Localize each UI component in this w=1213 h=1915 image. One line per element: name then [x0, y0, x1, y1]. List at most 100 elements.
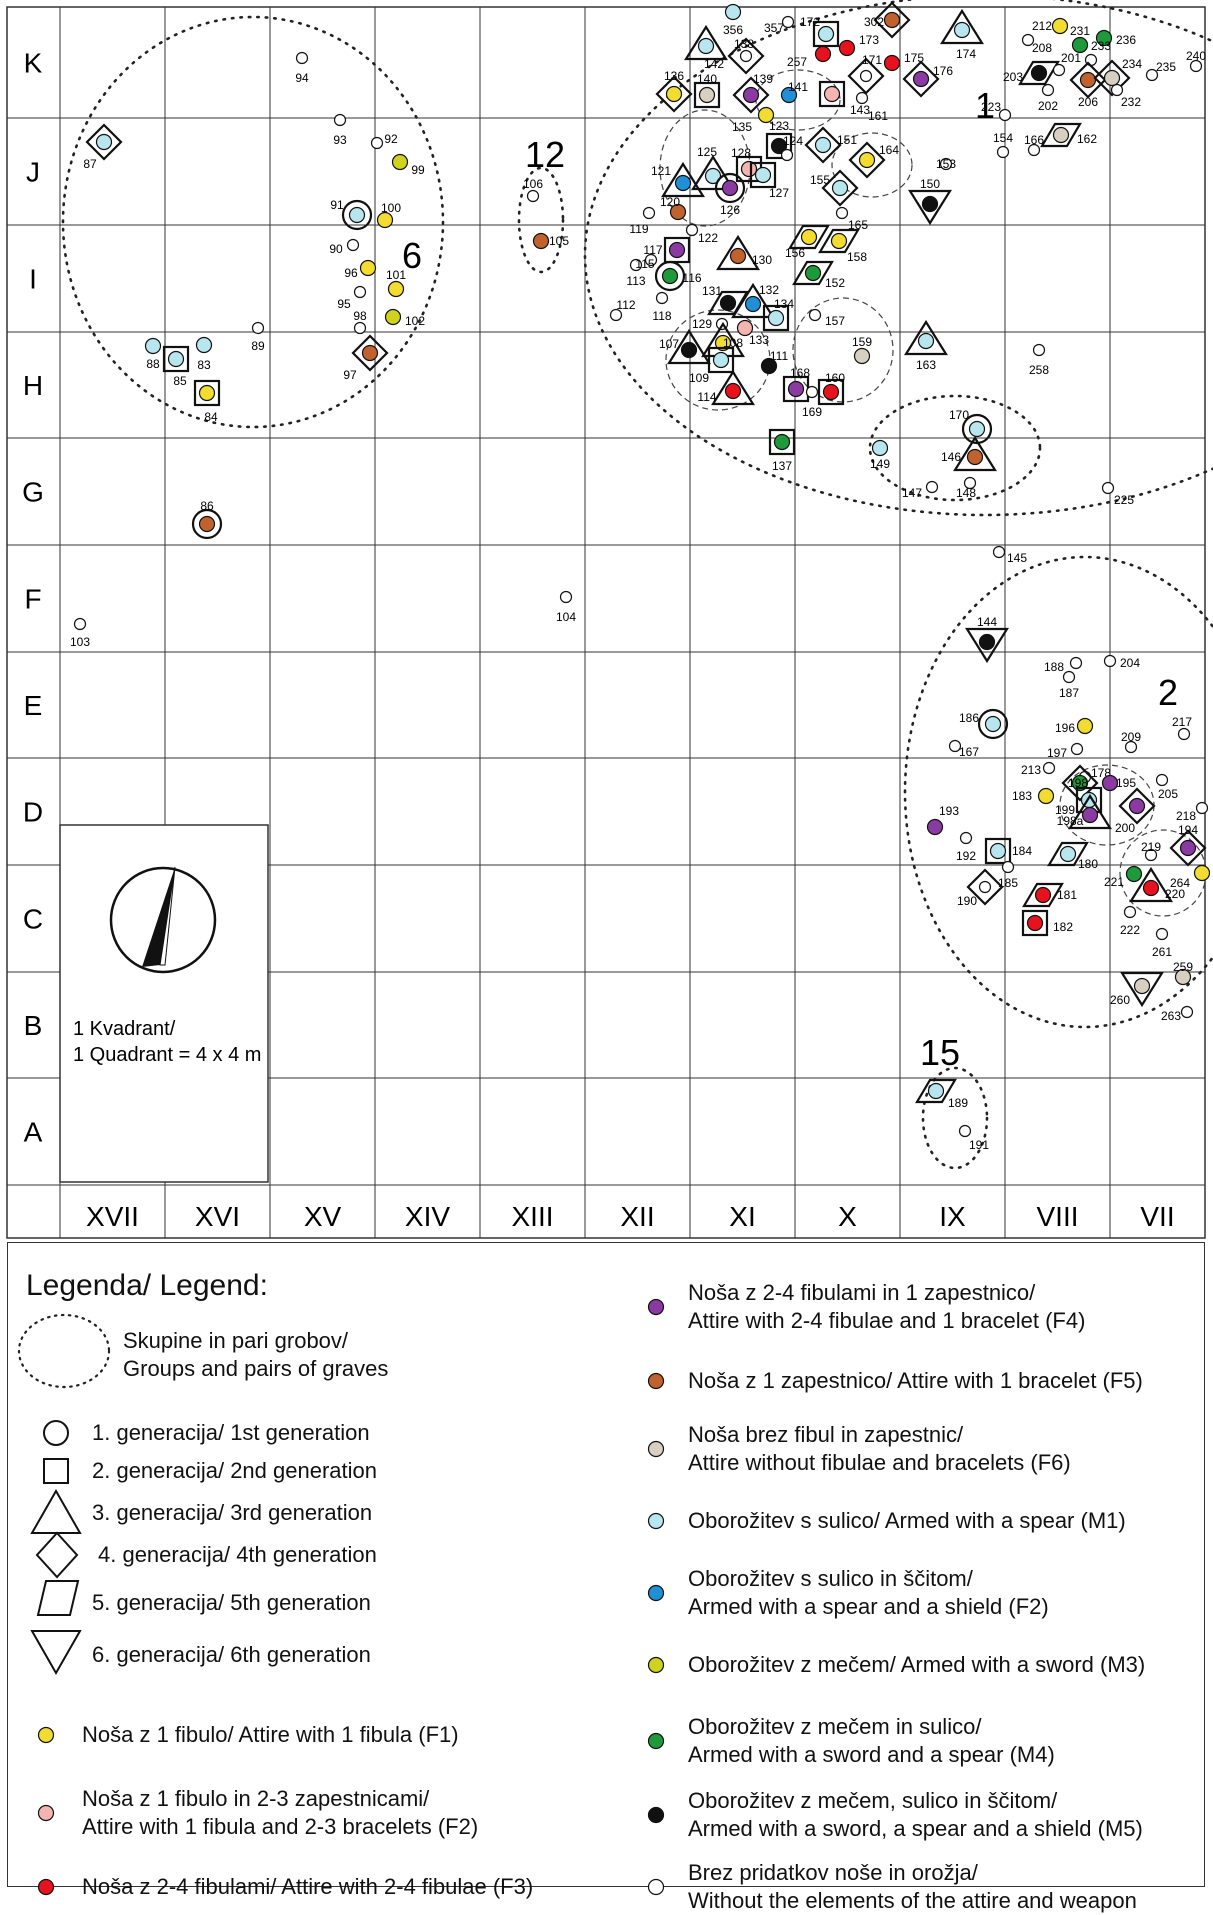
- grave-160: 160: [817, 371, 845, 406]
- grave-marker: [1124, 740, 1138, 754]
- grave-marker: [926, 818, 944, 836]
- grave-number: 115: [635, 257, 654, 271]
- grave-number: 193: [939, 804, 959, 818]
- grave-number: 206: [1078, 95, 1098, 109]
- grid-lines: [6, 6, 1206, 1239]
- grave-235: 235: [1145, 60, 1176, 82]
- grave-124: 124: [780, 134, 803, 162]
- group-outline: [921, 1066, 989, 1170]
- grave-marker: [959, 831, 973, 845]
- grave-number: 113: [626, 274, 645, 288]
- grave-192: 192: [956, 831, 976, 863]
- legend-dot-f4: [647, 1298, 665, 1316]
- legend-groups-label: Skupine in pari grobov/ Groups and pairs…: [123, 1328, 389, 1381]
- grave-201: 201: [1052, 51, 1081, 77]
- grave-190: 190: [957, 868, 1004, 908]
- grave-number: 103: [70, 635, 90, 649]
- grave-number: 145: [1007, 551, 1027, 565]
- legend-label-f5: Noša z 1 zapestnico/ Attire with 1 brace…: [688, 1368, 1143, 1393]
- grave-261: 261: [1152, 927, 1172, 959]
- grave-153: 153: [936, 157, 956, 171]
- grave-152: 152: [792, 260, 845, 290]
- legend-gen-4: 4. generacija/ 4th generation: [98, 1542, 377, 1567]
- grave-number: 154: [993, 131, 1013, 145]
- grave-number: 129: [692, 317, 712, 331]
- grave-marker: [348, 206, 366, 224]
- grave-185: 185: [998, 860, 1018, 890]
- grave-marker: [1123, 905, 1137, 919]
- grave-number: 95: [337, 297, 351, 311]
- grave-number: 102: [405, 314, 425, 328]
- grave-number: 114: [697, 390, 716, 404]
- grave-number: 258: [1029, 363, 1049, 377]
- grave-number: 302: [864, 15, 884, 29]
- inverted-triangle-icon: [30, 1630, 82, 1676]
- square-icon: [43, 1458, 69, 1484]
- legend-dot-none: [647, 1878, 665, 1896]
- grave-231: 231: [1070, 24, 1090, 54]
- grave-number: 131: [702, 284, 722, 298]
- grave-number: 130: [752, 253, 772, 267]
- grave-marker: [968, 420, 986, 438]
- grave-number: 187: [1059, 686, 1079, 700]
- grave-165: 165: [835, 206, 868, 232]
- grave-195: 195: [1101, 774, 1136, 792]
- grave-232: 232: [1110, 83, 1141, 109]
- grave-marker: [1070, 742, 1084, 756]
- grave-marker: [781, 15, 795, 29]
- grave-187: 187: [1059, 670, 1079, 700]
- grave-marker: [251, 321, 265, 335]
- legend-label-f6: Noša brez fibul in zapestnic/ Attire wit…: [688, 1422, 1071, 1475]
- grave-marker: [814, 136, 832, 154]
- legend-dot-f3: [37, 1878, 55, 1896]
- grave-marker: [167, 350, 185, 368]
- grave-234: 234: [1093, 57, 1142, 97]
- grave-number: 261: [1152, 945, 1172, 959]
- grave-number: 235: [1156, 60, 1176, 74]
- grave-number: 240: [1186, 49, 1206, 63]
- grave-marker: [939, 157, 953, 171]
- grave-number: 162: [1077, 132, 1097, 146]
- grave-number: 105: [549, 234, 569, 248]
- grave-131: 131: [702, 284, 749, 316]
- grave-marker: [353, 321, 367, 335]
- row-label: H: [23, 370, 43, 401]
- grave-103: 103: [70, 617, 90, 649]
- grave-number: 139: [753, 72, 773, 86]
- grave-302: 302: [864, 1, 911, 39]
- grave-number: 94: [295, 71, 309, 85]
- grave-150: 150: [908, 177, 952, 226]
- grave-141: 141: [780, 80, 808, 104]
- grave-number: 133: [749, 333, 769, 347]
- grave-167: 167: [948, 739, 979, 759]
- grave-99: 99: [391, 153, 425, 177]
- grave-189: 189: [915, 1078, 968, 1110]
- grave-marker: [198, 515, 216, 533]
- grave-marker: [912, 70, 930, 88]
- grave-258: 258: [1029, 343, 1049, 377]
- grave-marker: [805, 385, 819, 399]
- grave-marker: [629, 258, 643, 272]
- grave-marker: [925, 480, 939, 494]
- grave-marker: [838, 39, 856, 57]
- grave-number: 183: [1012, 789, 1032, 803]
- grave-163: 163: [904, 319, 948, 372]
- grave-151: 151: [804, 126, 857, 164]
- grave-133: 133: [736, 319, 769, 347]
- grave-135: 135: [732, 106, 775, 134]
- grave-number: 181: [1057, 888, 1077, 902]
- grave-marker: [346, 238, 360, 252]
- group-outline: [517, 166, 565, 274]
- legend-label-f1: Noša z 1 fibulo/ Attire with 1 fibula (F…: [82, 1722, 459, 1747]
- grave-number: 163: [916, 358, 936, 372]
- north-arrow-icon: [109, 866, 217, 974]
- grave-208: 208: [1021, 33, 1052, 55]
- grave-number: 128: [731, 146, 751, 160]
- grave-marker: [724, 3, 742, 21]
- grave-83: 83: [195, 336, 213, 372]
- grave-marker: [1103, 654, 1117, 668]
- grave-marker: [359, 259, 377, 277]
- grave-92: 92: [370, 132, 398, 150]
- grave-marker: [1125, 865, 1143, 883]
